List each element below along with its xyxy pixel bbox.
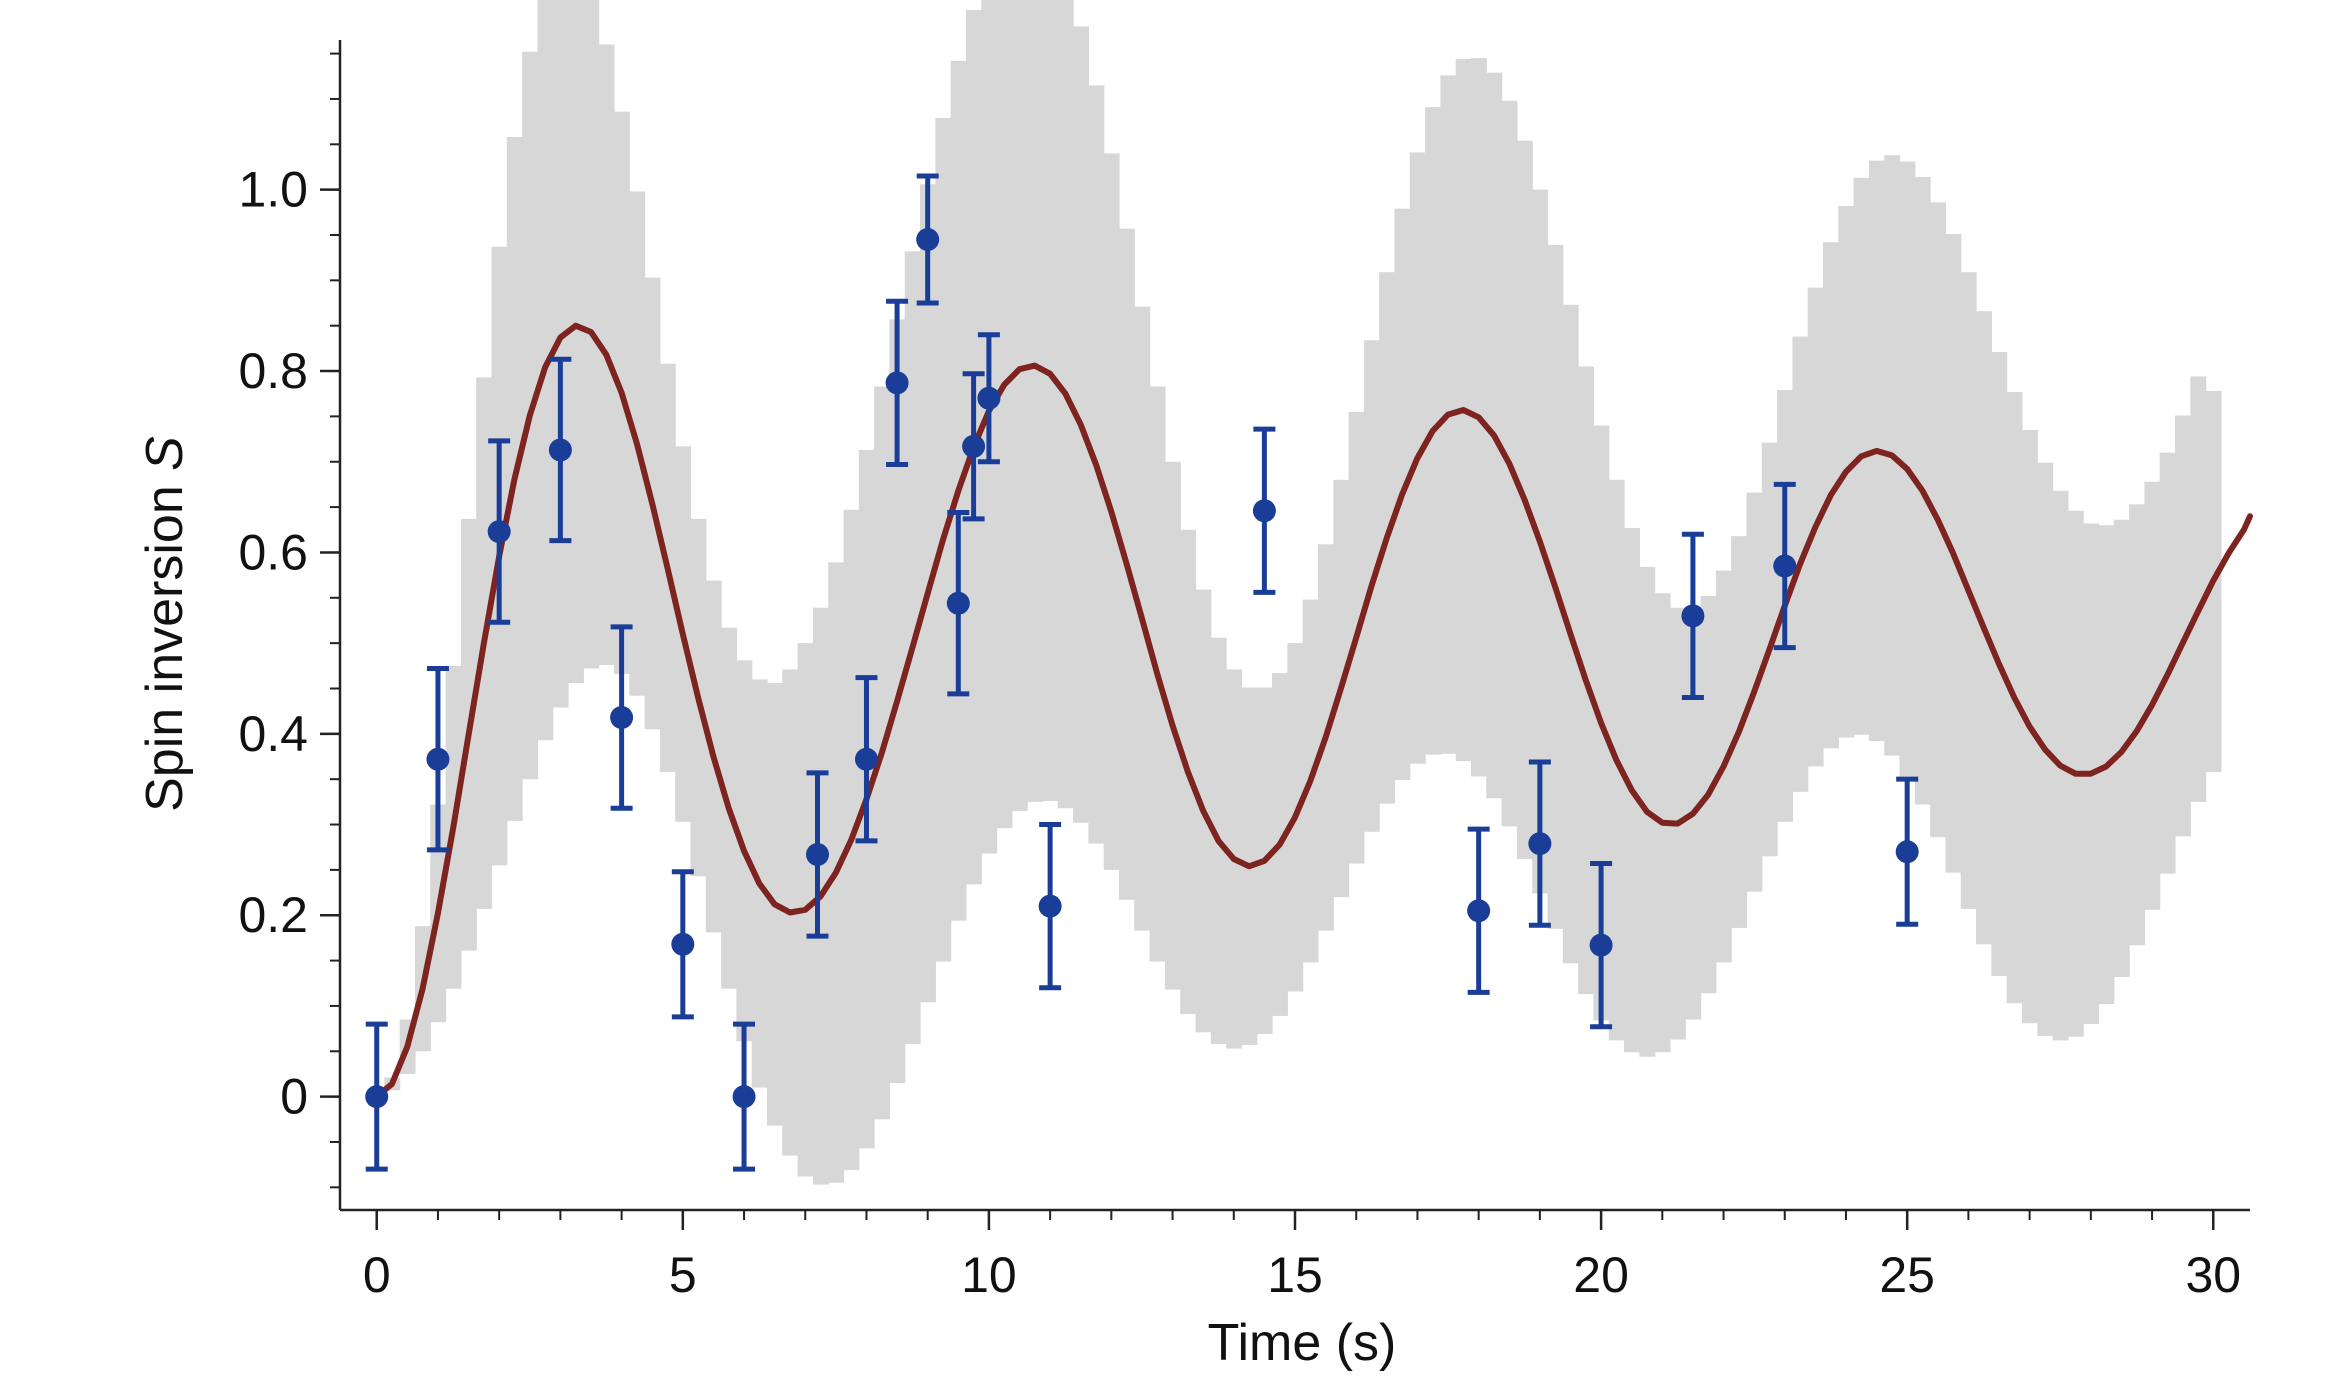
band-segment (2144, 481, 2161, 910)
data-point (487, 520, 511, 544)
data-point (610, 706, 634, 730)
y-tick-label: 1.0 (238, 162, 308, 218)
band-segment (2175, 415, 2191, 837)
data-point (365, 1085, 389, 1109)
data-point (806, 842, 829, 866)
band-segment (1057, 0, 1074, 809)
data-point (962, 434, 986, 458)
band-segment (552, 0, 569, 708)
y-tick-label: 0.2 (238, 887, 308, 943)
data-point (548, 438, 572, 462)
data-point (916, 228, 940, 252)
data-layer (365, 173, 1919, 1172)
model-line (373, 322, 2253, 1100)
y-axis-label: Spin inversion S (136, 436, 194, 812)
data-point (426, 747, 450, 771)
band-segment (2159, 452, 2176, 874)
band-segment (1042, 0, 1059, 801)
x-tick-label: 30 (2185, 1247, 2241, 1303)
data-point (977, 386, 1001, 410)
data-point (671, 932, 695, 956)
x-tick-label: 20 (1573, 1247, 1629, 1303)
model-layer (373, 322, 2253, 1100)
data-point (854, 747, 878, 771)
uncertainty-band-layer (384, 0, 2222, 1185)
x-tick-label: 25 (1879, 1247, 1935, 1303)
data-point (1252, 499, 1276, 523)
y-axis-label-text: Spin inversion (136, 471, 194, 812)
data-point (885, 371, 909, 395)
data-point (1038, 894, 1062, 918)
x-tick-label: 0 (363, 1247, 391, 1303)
x-tick-label: 15 (1267, 1247, 1323, 1303)
y-axis-label-symbol: S (136, 436, 194, 471)
data-point (1773, 554, 1797, 578)
data-point (732, 1085, 756, 1109)
data-point (1895, 840, 1919, 864)
y-tick-label: 0.4 (238, 706, 308, 762)
data-point (1467, 899, 1491, 923)
y-tick-label: 0.6 (238, 524, 308, 580)
data-point (1681, 604, 1705, 628)
data-point (1528, 832, 1552, 856)
axes-layer: 0 5 10 15 20 25 30 0 0.2 0.4 0.6 0.8 1.0 (238, 40, 2250, 1303)
data-point (1589, 933, 1613, 957)
data-point (946, 591, 970, 615)
x-axis-label: Time (s) (1208, 1314, 1397, 1372)
y-tick-label: 0 (280, 1069, 308, 1125)
band-segment (1027, 0, 1044, 802)
x-tick-label: 10 (961, 1247, 1017, 1303)
y-tick-label: 0.8 (238, 343, 308, 399)
band-segment (996, 0, 1013, 829)
x-tick-label: 5 (669, 1247, 697, 1303)
band-segment (1011, 0, 1028, 811)
band-segment (2190, 376, 2207, 802)
band-segment (568, 0, 584, 684)
